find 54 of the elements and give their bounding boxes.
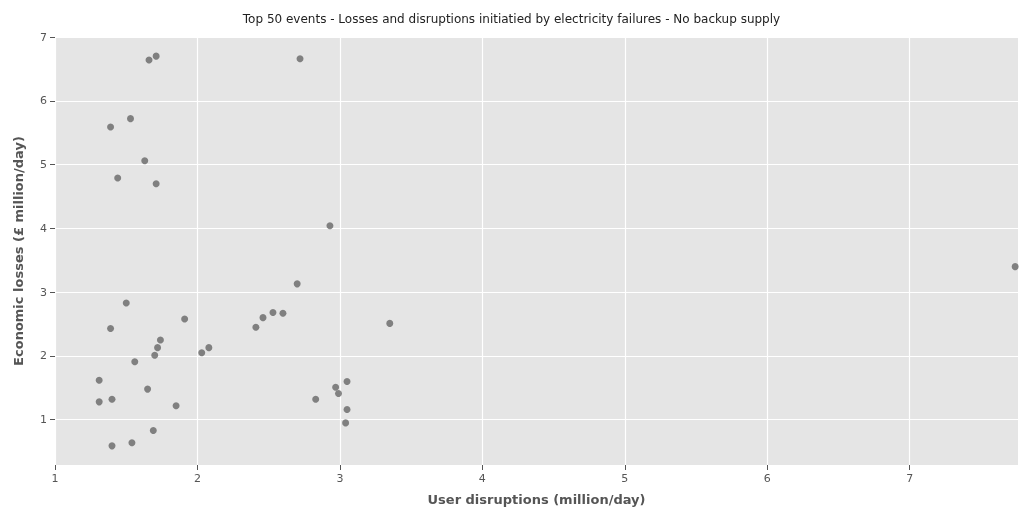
point (181, 315, 189, 323)
point (131, 358, 139, 366)
point (312, 395, 320, 403)
y-tick-label: 1 (40, 413, 47, 427)
point (252, 323, 260, 331)
x-tick-label: 1 (51, 472, 59, 485)
point (172, 402, 180, 410)
point (326, 222, 334, 230)
point (1011, 263, 1019, 271)
x-tick-label: 4 (478, 472, 486, 485)
y-tick-label: 7 (40, 30, 47, 44)
point (108, 395, 116, 403)
point (332, 383, 340, 391)
point (95, 398, 103, 406)
point (342, 419, 350, 427)
y-tick-label: 5 (40, 158, 47, 172)
x-tick-label: 2 (193, 472, 201, 485)
chart-title: Top 50 events - Losses and disruptions initiatied by electricity failures - No backup supply (241, 12, 781, 26)
y-axis-title: Economic losses (£ million/day) (11, 136, 26, 366)
point (152, 52, 160, 60)
x-tick-label: 6 (763, 472, 771, 485)
x-tick-label: 7 (906, 472, 914, 485)
point (114, 174, 122, 182)
y-tick-label: 2 (40, 349, 47, 363)
point (205, 344, 213, 352)
point (343, 377, 351, 385)
point (343, 406, 351, 413)
point (296, 55, 304, 63)
point (127, 115, 134, 123)
point (144, 385, 152, 393)
x-tick-label: 5 (621, 472, 629, 485)
point (128, 439, 136, 447)
point (154, 344, 162, 352)
point (95, 376, 103, 384)
x-tick-label: 3 (336, 472, 344, 485)
point (156, 336, 164, 344)
point (141, 157, 149, 165)
y-tick-label: 4 (40, 221, 47, 235)
point (122, 299, 130, 307)
point (386, 319, 394, 327)
point (152, 180, 160, 188)
point (151, 351, 159, 359)
point (293, 280, 301, 288)
point (107, 123, 115, 131)
point (107, 325, 115, 332)
point (149, 427, 157, 435)
point (259, 314, 267, 322)
y-tick-label: 6 (40, 94, 47, 108)
point (334, 390, 342, 398)
y-tick-label: 3 (40, 285, 47, 299)
point (269, 309, 277, 317)
point (279, 309, 287, 317)
x-axis-title: User disruptions (million/day) (427, 492, 646, 507)
point (198, 349, 206, 357)
